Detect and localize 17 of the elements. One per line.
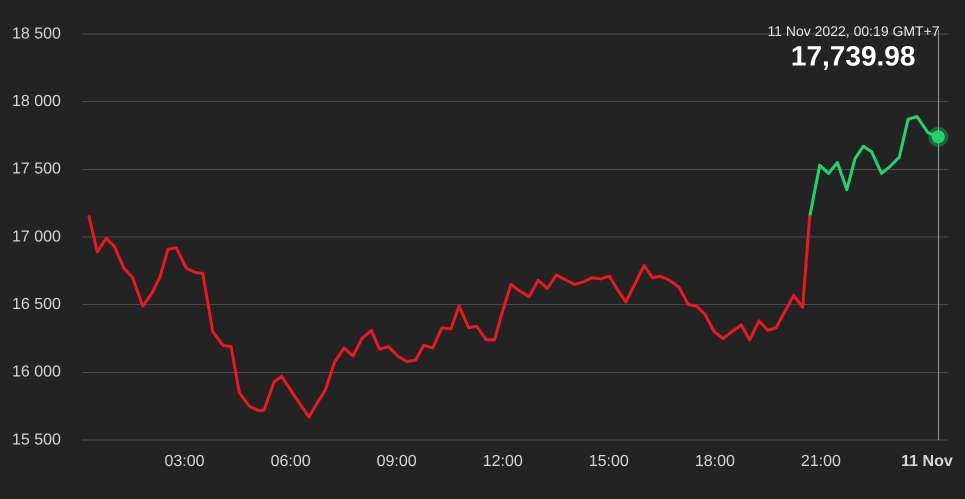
y-tick-label: 16 500 xyxy=(12,296,62,314)
x-tick-label: 21:00 xyxy=(800,453,842,470)
y-tick-label: 17 500 xyxy=(12,160,62,178)
y-tick-label: 15 500 xyxy=(12,431,62,448)
annotation: 17,739.98 xyxy=(790,40,916,72)
x-tick-label: 03:00 xyxy=(164,453,205,470)
x-tick-label: 12:00 xyxy=(482,453,523,470)
x-tick-label: 11 Nov xyxy=(901,453,953,470)
x-tick-label: 06:00 xyxy=(270,453,311,470)
x-tick-label: 18:00 xyxy=(694,453,735,470)
y-tick-label: 18 500 xyxy=(12,25,62,42)
y-tick-label: 18 000 xyxy=(12,93,62,110)
x-tick-label: 09:00 xyxy=(376,453,417,470)
x-tick-label: 15:00 xyxy=(588,453,629,470)
y-tick-label: 16 000 xyxy=(12,364,62,381)
y-tick-label: 17 000 xyxy=(12,228,62,246)
ref-line-label: 11 Nov 2022, 00:19 GMT+7 xyxy=(767,22,940,39)
